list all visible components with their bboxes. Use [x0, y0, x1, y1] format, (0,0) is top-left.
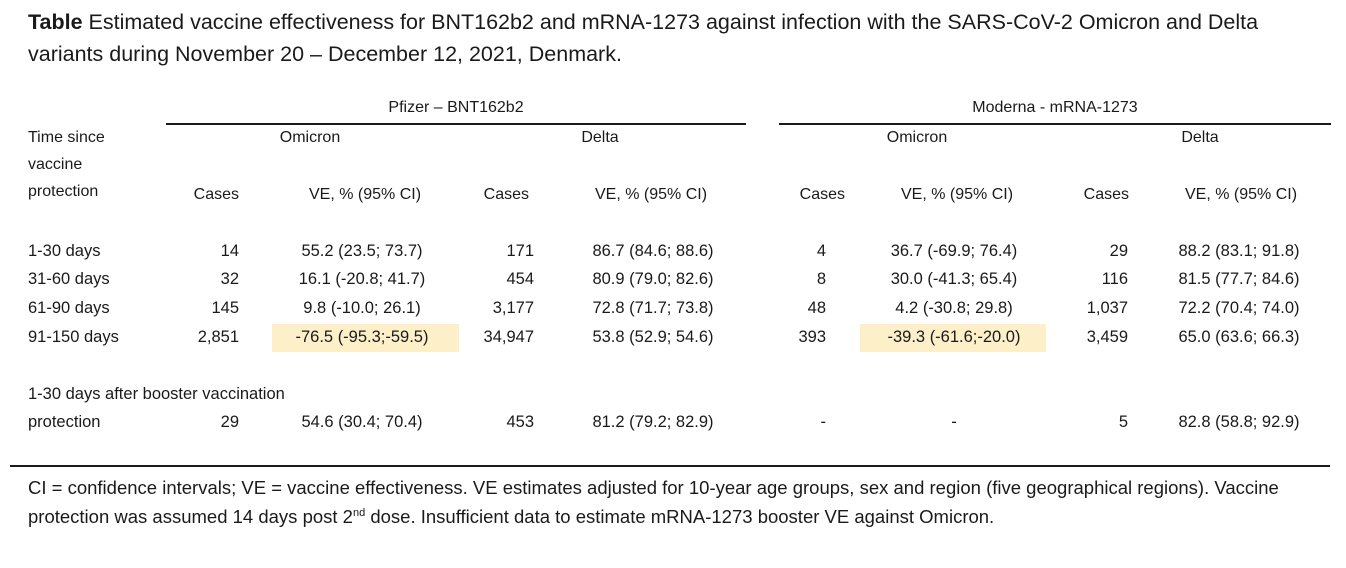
booster-moderna-delta-cases: 5: [1118, 413, 1128, 431]
row-header-line3: protection: [28, 183, 99, 200]
subgroup-moderna-omicron: Omicron: [886, 129, 948, 146]
cell-moderna-delta-ve: 81.5 (77.7; 84.6): [1178, 270, 1300, 288]
booster-label: protection: [28, 413, 101, 431]
cell-moderna-delta-ve: 88.2 (83.1; 91.8): [1178, 242, 1300, 260]
booster-pfizer-delta-cases: 453: [506, 413, 534, 431]
cell-pfizer-omicron-cases: 2,851: [197, 328, 239, 346]
cell-pfizer-delta-ve: 72.8 (71.7; 73.8): [592, 299, 714, 317]
col-moderna-delta-ve: VE, % (95% CI): [1184, 186, 1298, 203]
footnote-part1: CI = confidence intervals; VE = vaccine …: [28, 477, 1279, 527]
group-rule-moderna: [779, 123, 1331, 125]
row-label: 91-150 days: [28, 328, 119, 346]
cell-pfizer-delta-ve: 53.8 (52.9; 54.6): [592, 328, 714, 346]
cell-pfizer-delta-cases: 171: [506, 242, 534, 260]
cell-moderna-omicron-cases: 8: [816, 270, 826, 288]
booster-moderna-omicron-cases: -: [820, 413, 827, 431]
group-rule-pfizer: [166, 123, 746, 125]
cell-moderna-delta-cases: 116: [1101, 270, 1128, 288]
cell-moderna-delta-ve: 65.0 (63.6; 66.3): [1178, 328, 1300, 346]
cell-moderna-delta-cases: 3,459: [1086, 328, 1128, 346]
table-title-text: Estimated vaccine effectiveness for BNT1…: [28, 10, 1259, 66]
cell-pfizer-delta-cases: 3,177: [492, 299, 534, 317]
cell-moderna-delta-ve: 72.2 (70.4; 74.0): [1178, 299, 1300, 317]
row-header-line2: vaccine: [28, 156, 83, 173]
table-title-bold: Table: [28, 10, 83, 34]
row-label: 31-60 days: [28, 270, 110, 288]
cell-moderna-omicron-cases: 4: [816, 242, 826, 260]
booster-moderna-delta-ve: 82.8 (58.8; 92.9): [1178, 413, 1300, 431]
col-moderna-delta-cases: Cases: [1083, 186, 1129, 203]
booster-heading: 1-30 days after booster vaccination: [28, 385, 285, 403]
cell-pfizer-omicron-ve: -76.5 (-95.3;-59.5): [295, 328, 429, 346]
col-moderna-omicron-ve: VE, % (95% CI): [900, 186, 1014, 203]
booster-pfizer-delta-ve: 81.2 (79.2; 82.9): [592, 413, 714, 431]
cell-pfizer-omicron-cases: 145: [211, 299, 239, 317]
cell-pfizer-omicron-cases: 32: [220, 270, 239, 288]
cell-pfizer-omicron-cases: 14: [220, 242, 239, 260]
footnote-part2: dose. Insufficient data to estimate mRNA…: [365, 506, 995, 527]
row-label: 1-30 days: [28, 242, 101, 260]
booster-pfizer-omicron-cases: 29: [220, 413, 239, 431]
subgroup-pfizer-delta: Delta: [581, 129, 619, 146]
footnote-superscript: nd: [352, 506, 366, 519]
booster-moderna-omicron-ve: -: [951, 413, 957, 431]
table-footnote: CI = confidence intervals; VE = vaccine …: [28, 473, 1328, 531]
cell-pfizer-omicron-ve: 55.2 (23.5; 73.7): [301, 242, 423, 260]
cell-pfizer-delta-ve: 80.9 (79.0; 82.6): [592, 270, 714, 288]
cell-pfizer-delta-cases: 34,947: [483, 328, 534, 346]
subgroup-pfizer-omicron: Omicron: [279, 129, 341, 146]
cell-moderna-delta-cases: 29: [1109, 242, 1128, 260]
group-moderna: Moderna - mRNA-1273: [972, 99, 1138, 116]
cell-moderna-omicron-ve: 4.2 (-30.8; 29.8): [895, 299, 1013, 317]
cell-moderna-omicron-ve: -39.3 (-61.6;-20.0): [887, 328, 1021, 346]
subgroup-moderna-delta: Delta: [1181, 129, 1219, 146]
cell-pfizer-omicron-ve: 16.1 (-20.8; 41.7): [298, 270, 426, 288]
group-pfizer: Pfizer – BNT162b2: [388, 99, 524, 116]
col-pfizer-delta-ve: VE, % (95% CI): [594, 186, 708, 203]
table-title: Table Estimated vaccine effectiveness fo…: [28, 6, 1338, 70]
cell-moderna-omicron-ve: 36.7 (-69.9; 76.4): [890, 242, 1018, 260]
col-pfizer-omicron-ve: VE, % (95% CI): [308, 186, 422, 203]
table-bottom-rule: [10, 465, 1330, 467]
cell-moderna-omicron-cases: 48: [807, 299, 826, 317]
booster-pfizer-omicron-ve: 54.6 (30.4; 70.4): [301, 413, 423, 431]
cell-moderna-delta-cases: 1,037: [1086, 299, 1128, 317]
cell-pfizer-omicron-ve: 9.8 (-10.0; 26.1): [303, 299, 421, 317]
cell-moderna-omicron-cases: 393: [798, 328, 826, 346]
highlight-moderna-omicron: [860, 324, 1046, 352]
col-pfizer-delta-cases: Cases: [483, 186, 529, 203]
cell-moderna-omicron-ve: 30.0 (-41.3; 65.4): [890, 270, 1018, 288]
col-moderna-omicron-cases: Cases: [799, 186, 845, 203]
col-pfizer-omicron-cases: Cases: [193, 186, 239, 203]
cell-pfizer-delta-cases: 454: [506, 270, 534, 288]
row-label: 61-90 days: [28, 299, 110, 317]
cell-pfizer-delta-ve: 86.7 (84.6; 88.6): [592, 242, 714, 260]
row-header-line1: Time since: [28, 129, 105, 146]
highlight-pfizer-omicron: [272, 324, 459, 352]
